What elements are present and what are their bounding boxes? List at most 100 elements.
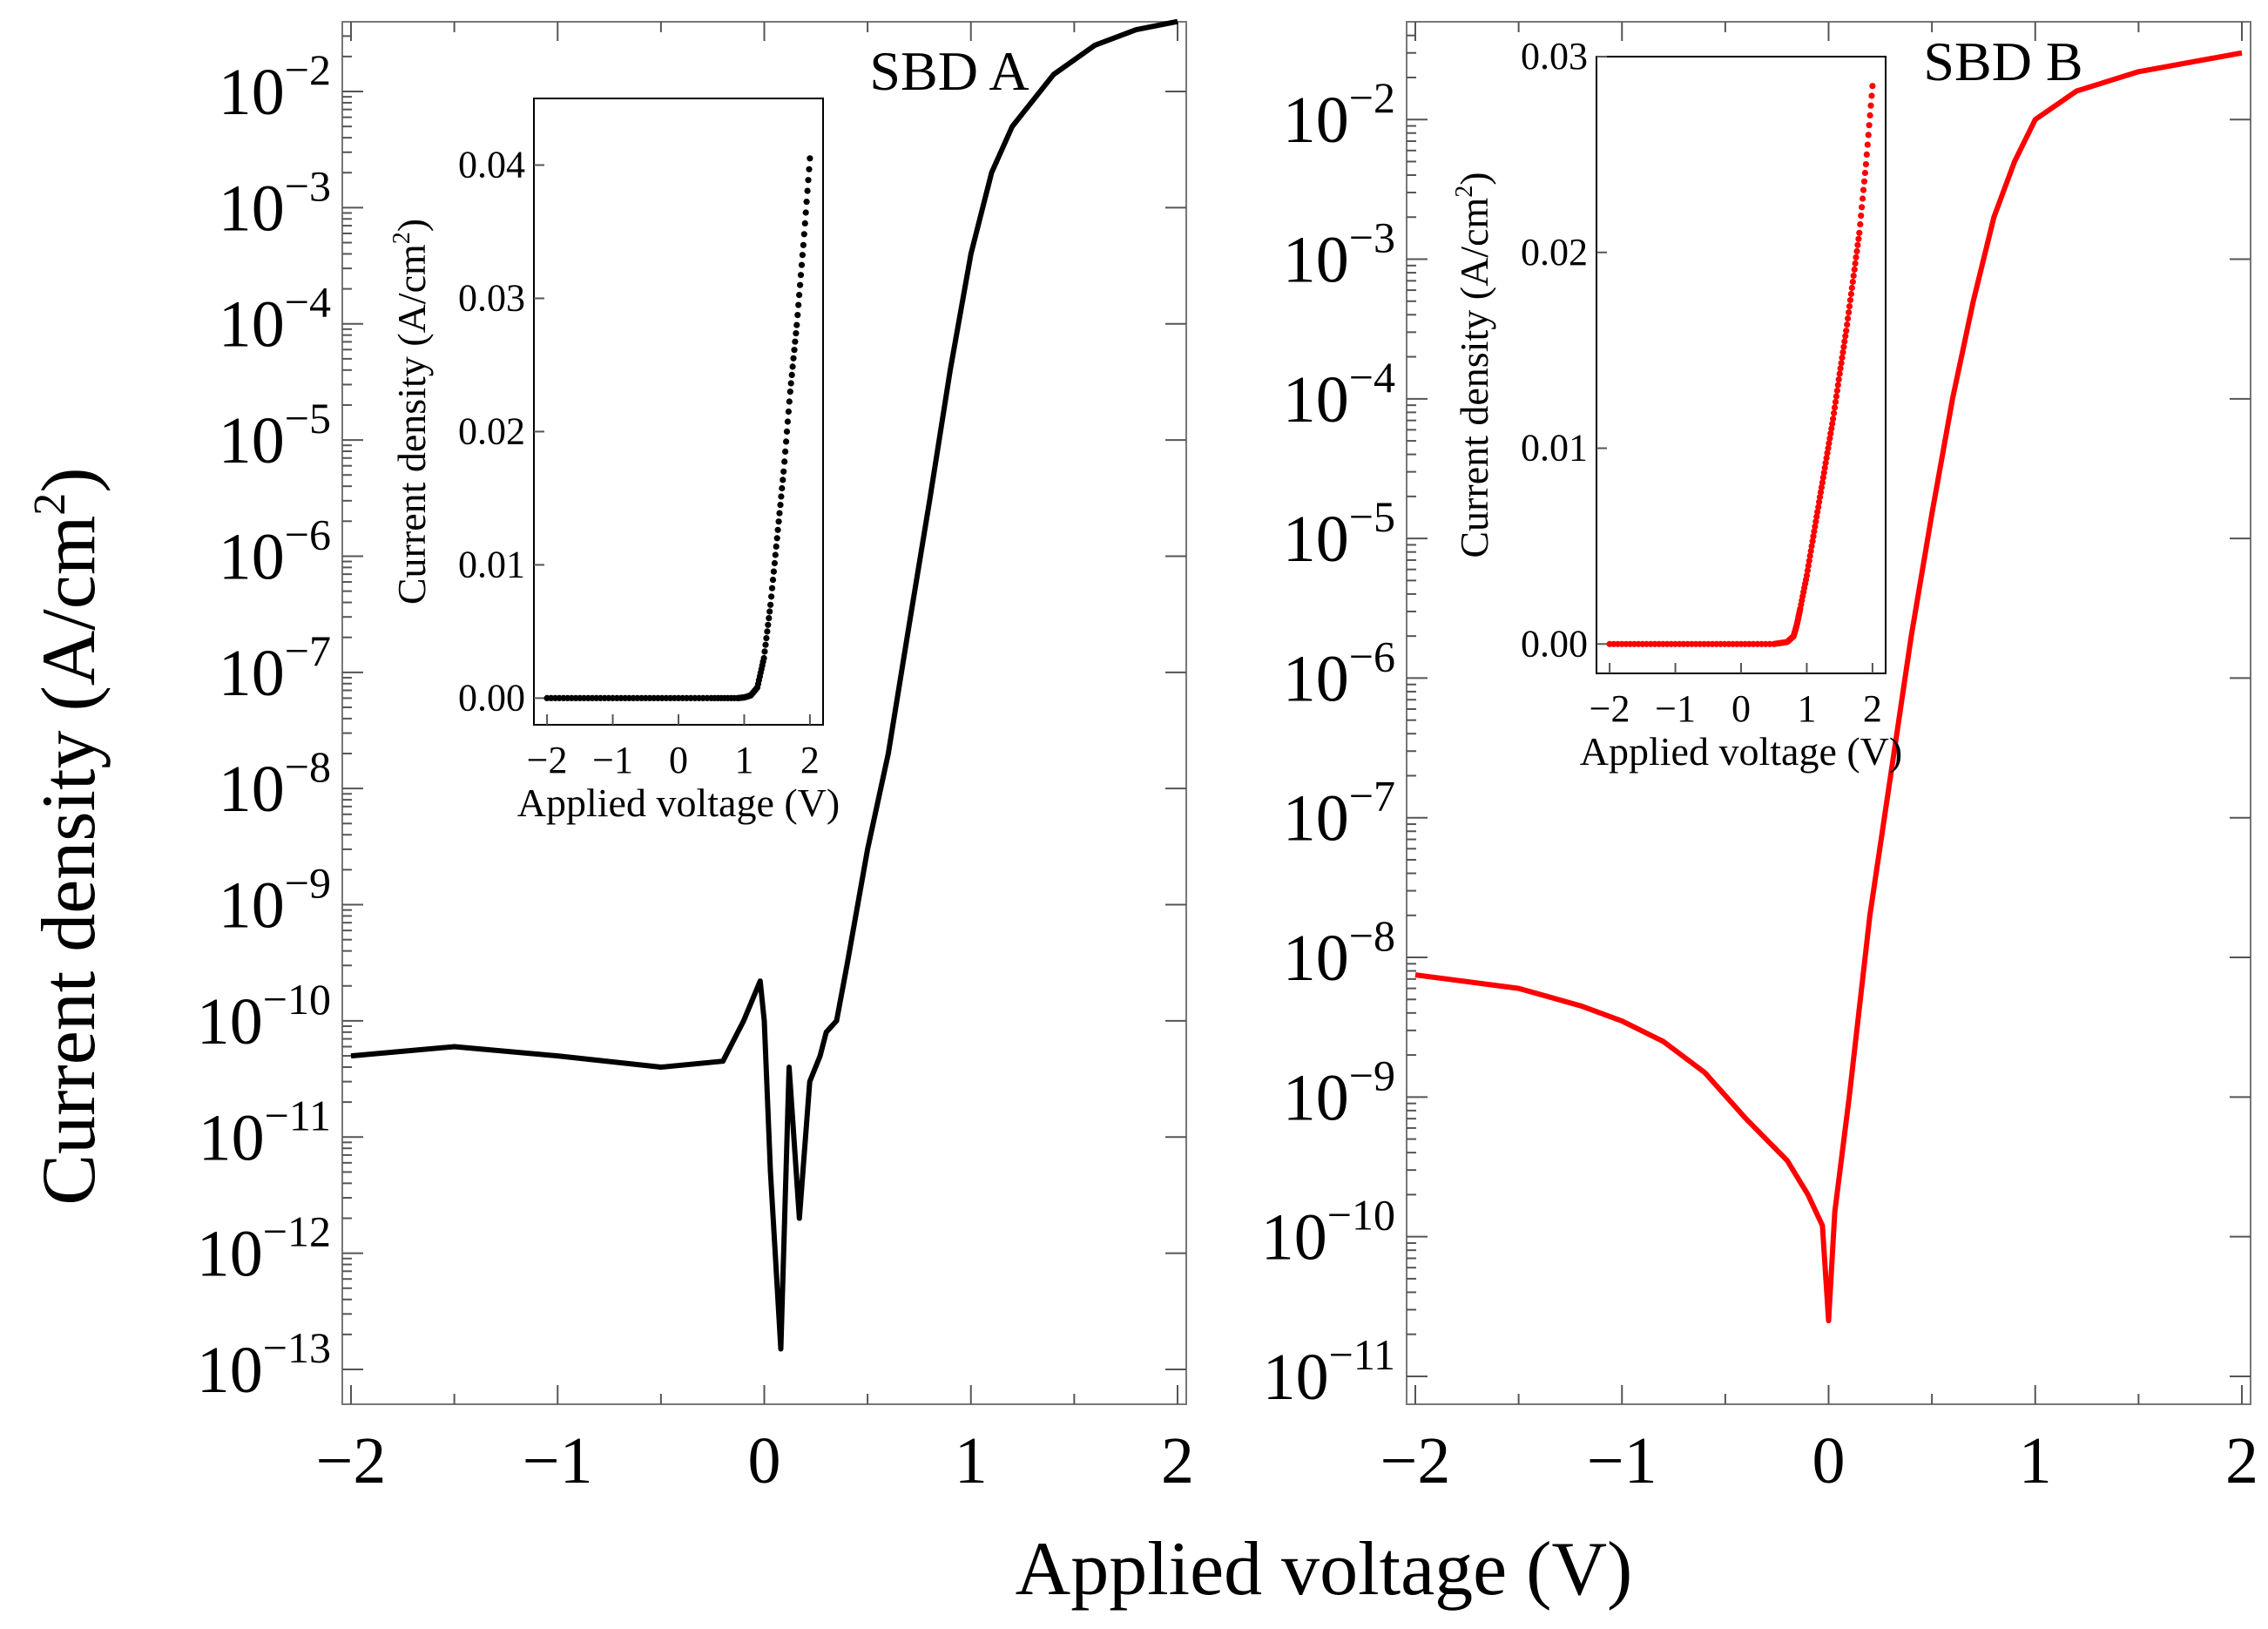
inset-data-point bbox=[784, 418, 792, 425]
inset-y-label-sup: 2 bbox=[388, 232, 415, 244]
y-tick-base: 10 bbox=[219, 56, 285, 129]
inset-data-point bbox=[773, 535, 780, 542]
inset-data-point bbox=[766, 608, 773, 615]
inset-data-point bbox=[772, 551, 779, 558]
y-tick-base: 10 bbox=[199, 1101, 265, 1174]
inset-data-point bbox=[792, 338, 799, 345]
inset-data-point bbox=[797, 272, 805, 279]
inset-data-point bbox=[800, 241, 807, 248]
x-tick-label: −1 bbox=[523, 1424, 593, 1497]
inset-data-point bbox=[775, 518, 782, 525]
inset-data-point bbox=[1819, 474, 1826, 481]
inset-data-point bbox=[1846, 296, 1853, 304]
inset-x-tick-label: −2 bbox=[1590, 687, 1630, 730]
inset-data-point bbox=[1859, 204, 1866, 211]
y-tick-label: 10−9 bbox=[219, 859, 331, 943]
y-tick-base: 10 bbox=[1283, 782, 1349, 855]
x-tick-label: 0 bbox=[748, 1424, 781, 1497]
inset-data-point bbox=[768, 585, 776, 591]
inset-y-tick-label: 0.00 bbox=[458, 676, 525, 719]
inset-data-point bbox=[1831, 409, 1838, 416]
x-tick-label: 2 bbox=[1161, 1424, 1194, 1497]
inset-data-point bbox=[770, 568, 778, 575]
inset-frame bbox=[533, 98, 824, 726]
y-tick-exponent: −3 bbox=[285, 161, 331, 210]
y-axis-label-sup: 2 bbox=[25, 493, 75, 516]
inset-data-point bbox=[1860, 178, 1868, 185]
inset-data-point bbox=[793, 321, 800, 328]
inset-data-point bbox=[1822, 459, 1829, 467]
inset-data-point bbox=[1839, 348, 1846, 355]
y-tick-exponent: −6 bbox=[1349, 632, 1395, 680]
y-tick-base: 10 bbox=[219, 404, 285, 477]
inset-data-point bbox=[1818, 483, 1825, 491]
inset-y-axis-label: Current density (A/cm2) bbox=[1451, 172, 1496, 558]
y-tick-base: 10 bbox=[197, 1218, 263, 1291]
inset-y-tick-label: 0.03 bbox=[1521, 35, 1588, 78]
y-tick-exponent: −11 bbox=[1329, 1330, 1395, 1379]
inset-data-point bbox=[1864, 141, 1871, 148]
inset-y-tick-label: 0.00 bbox=[1521, 622, 1588, 665]
inset-data-point bbox=[805, 177, 812, 184]
inset-data-point bbox=[1833, 387, 1840, 395]
inset-data-point bbox=[1833, 393, 1839, 400]
inset-data-point bbox=[1827, 430, 1834, 437]
inset-data-point bbox=[1853, 247, 1860, 254]
inset-data-point bbox=[807, 155, 813, 162]
inset-chart: −2 −1 0 1 2 0.00 0.01 0.02 0.03 0.04 Applied volta… bbox=[388, 98, 840, 825]
y-tick-exponent: −13 bbox=[263, 1323, 331, 1372]
inset-data-point bbox=[1814, 509, 1821, 516]
y-tick-base: 10 bbox=[219, 753, 285, 826]
inset-data-point bbox=[1820, 470, 1827, 477]
inset-data-point bbox=[799, 252, 807, 259]
inset-x-axis-label: Applied voltage (V) bbox=[1580, 729, 1902, 774]
y-tick-exponent: −2 bbox=[285, 45, 331, 94]
inset-data-point bbox=[766, 615, 773, 622]
inset-data-point bbox=[1825, 444, 1832, 452]
panel-title: SBD B bbox=[1923, 30, 2082, 92]
x-tick-label: −1 bbox=[1587, 1424, 1657, 1497]
inset-data-point bbox=[786, 398, 793, 405]
inset-data-point bbox=[791, 347, 798, 354]
y-axis-label: Current density (A/cm2) bbox=[25, 467, 111, 1205]
y-tick-base: 10 bbox=[219, 288, 285, 362]
inset-data-point bbox=[1850, 272, 1857, 280]
y-tick-label: 10−11 bbox=[1263, 1330, 1395, 1414]
panel-sbd-a: −2 −1 0 1 210−210−310−410−510−610−710−810−91… bbox=[197, 18, 1194, 1497]
y-tick-label: 10−4 bbox=[1283, 353, 1395, 436]
inset-data-point bbox=[1816, 498, 1823, 505]
y-tick-exponent: −3 bbox=[1349, 213, 1395, 262]
inset-y-label-sup: 2 bbox=[1451, 186, 1478, 198]
y-tick-exponent: −12 bbox=[263, 1207, 331, 1256]
y-tick-base: 10 bbox=[197, 1334, 263, 1407]
inset-data-point bbox=[1839, 355, 1846, 362]
y-tick-exponent: −4 bbox=[1349, 353, 1395, 402]
inset-data-point bbox=[788, 371, 795, 378]
inset-data-point bbox=[1868, 92, 1875, 99]
inset-data-point bbox=[786, 389, 793, 395]
inset-data-point bbox=[785, 408, 793, 416]
panel-sbd-b: −2 −1 0 1 210−210−310−410−510−610−710−810−91… bbox=[1261, 21, 2258, 1497]
inset-data-point bbox=[764, 628, 771, 635]
x-tick-label: 2 bbox=[2225, 1424, 2258, 1497]
inset-x-tick-label: 1 bbox=[1797, 687, 1816, 730]
y-tick-label: 10−5 bbox=[219, 394, 331, 477]
series-line-sbd-b bbox=[1414, 50, 2243, 1324]
inset-data-point bbox=[796, 292, 803, 299]
inset-x-tick-label: 2 bbox=[800, 739, 820, 781]
y-tick-base: 10 bbox=[1283, 363, 1349, 436]
inset-data-point bbox=[760, 654, 767, 662]
y-tick-base: 10 bbox=[219, 637, 285, 710]
y-tick-exponent: −9 bbox=[1349, 1051, 1395, 1099]
y-tick-base: 10 bbox=[1263, 1341, 1329, 1414]
y-tick-exponent: −11 bbox=[265, 1091, 331, 1139]
inset-data-point bbox=[1803, 572, 1811, 579]
inset-y-tick-label: 0.02 bbox=[1521, 231, 1588, 274]
inset-data-point bbox=[1866, 112, 1873, 118]
y-tick-label: 10−9 bbox=[1283, 1051, 1395, 1134]
y-tick-base: 10 bbox=[197, 985, 263, 1058]
inset-data-point bbox=[1812, 518, 1819, 525]
inset-data-point bbox=[787, 380, 794, 387]
inset-x-axis-label: Applied voltage (V) bbox=[517, 781, 840, 825]
inset-data-point bbox=[1810, 533, 1817, 540]
